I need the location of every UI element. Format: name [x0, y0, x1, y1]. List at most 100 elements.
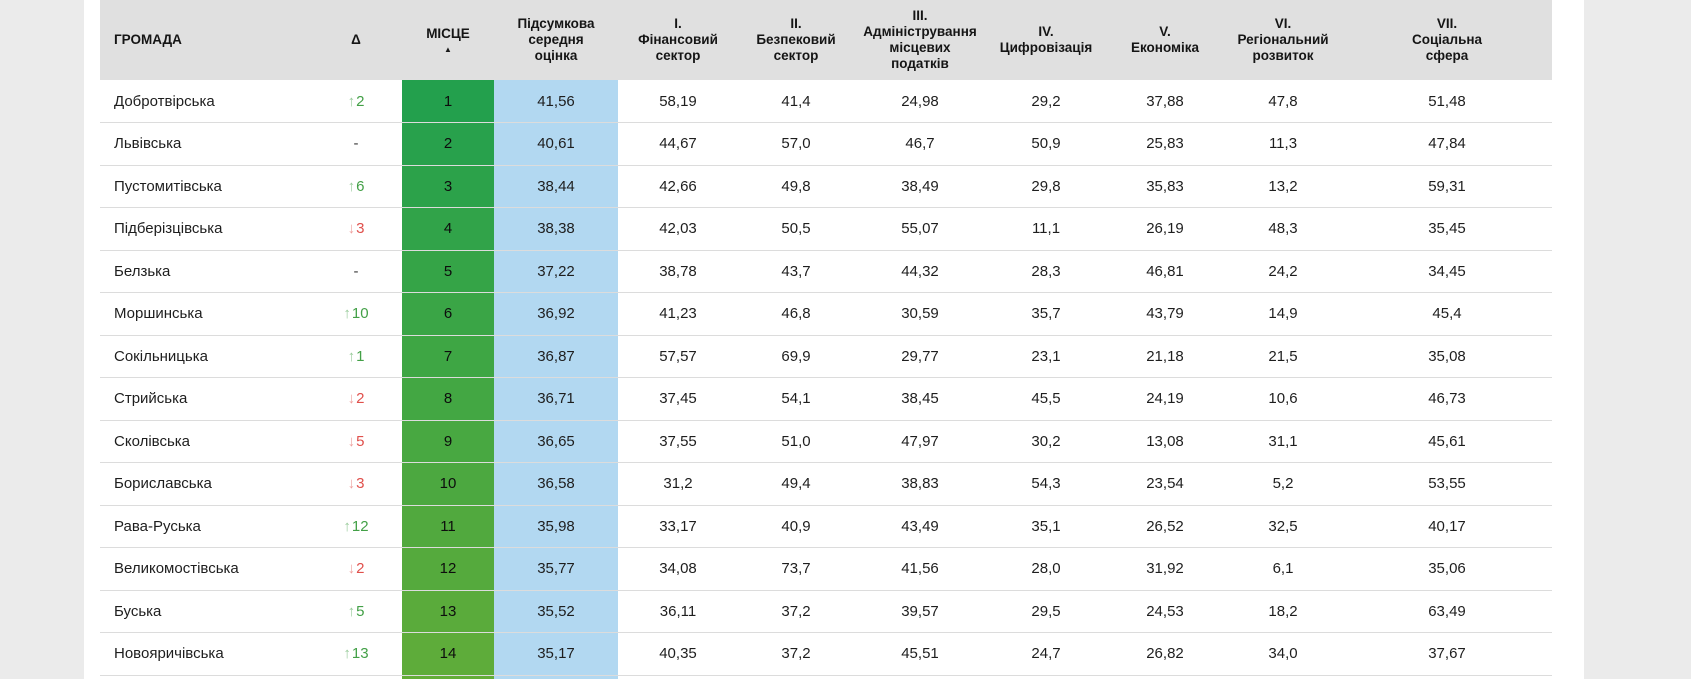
hromada-name-cell: Стрийська [100, 377, 310, 421]
sector-score-cell: 29,5 [986, 590, 1106, 633]
sector-score-cell: 37,2 [738, 590, 854, 633]
sector-score-cell: 57,57 [618, 335, 738, 378]
sector-score-cell: 30,59 [854, 292, 986, 336]
hromada-name-cell: Сокільницька [100, 335, 310, 378]
delta-up-arrow-icon: ↑ [347, 177, 356, 195]
table-card: ГРОМАДА Δ МІСЦЕ ▲ Підсумкова середня оцінка I… [84, 0, 1584, 679]
delta-cell: ↓5 [310, 420, 402, 463]
place-cell: 14 [402, 632, 494, 676]
column-header-label: МІСЦЕ [426, 26, 470, 41]
table-row: Пустомитівська ↑6 3 38,44 42,66 49,8 38,49 29,8… [100, 165, 1552, 208]
sector-score-cell: 37,2 [738, 632, 854, 676]
sector-score-cell: 73,7 [738, 547, 854, 591]
sector-score-cell: 37,55 [618, 420, 738, 463]
sector-score-cell: 46,8 [738, 292, 854, 336]
place-cell: 1 [402, 80, 494, 123]
sector-score-cell: 55,07 [854, 207, 986, 251]
delta-cell: ↓2 [310, 547, 402, 591]
delta-down-arrow-icon: ↓ [347, 560, 356, 578]
table-wrap: ГРОМАДА Δ МІСЦЕ ▲ Підсумкова середня оцінка I… [100, 0, 1552, 679]
table-row: Стрийська ↓2 8 36,71 37,45 54,1 38,45 45,5 24,19… [100, 377, 1552, 421]
place-cell: 12 [402, 547, 494, 591]
total-score-cell: 35,52 [494, 590, 618, 633]
column-header-total[interactable]: Підсумкова середня оцінка [494, 0, 618, 80]
partial-cell [738, 675, 854, 679]
sector-score-cell: 47,8 [1224, 80, 1342, 123]
sector-score-cell: 26,52 [1106, 505, 1224, 548]
sector-score-cell: 57,0 [738, 122, 854, 166]
column-header-delta[interactable]: Δ [310, 0, 402, 80]
sector-score-cell: 69,9 [738, 335, 854, 378]
sector-score-cell: 38,83 [854, 462, 986, 506]
partial-cell [1342, 675, 1552, 679]
sector-score-cell: 36,11 [618, 590, 738, 633]
table-row: Підберізцівська ↓3 4 38,38 42,03 50,5 55,07 11,… [100, 207, 1552, 251]
place-cell: 4 [402, 207, 494, 251]
delta-up-arrow-icon: ↑ [343, 305, 351, 323]
delta-value: 6 [356, 177, 365, 195]
sector-score-cell: 13,08 [1106, 420, 1224, 463]
sector-score-cell: 44,32 [854, 250, 986, 293]
delta-cell: ↑2 [310, 80, 402, 123]
partial-cell [854, 675, 986, 679]
delta-down-arrow-icon: ↓ [347, 390, 356, 408]
hromada-name-cell: Підберізцівська [100, 207, 310, 251]
sector-score-cell: 11,1 [986, 207, 1106, 251]
sector-score-cell: 38,45 [854, 377, 986, 421]
table-row: Сколівська ↓5 9 36,65 37,55 51,0 47,97 30,2 13,0… [100, 420, 1552, 463]
sector-score-cell: 50,5 [738, 207, 854, 251]
column-header-s6[interactable]: VI. Регіональний розвиток [1224, 0, 1342, 80]
sector-score-cell: 41,23 [618, 292, 738, 336]
hromada-name-cell: Добротвірська [100, 80, 310, 123]
sector-score-cell: 21,18 [1106, 335, 1224, 378]
total-score-cell: 36,87 [494, 335, 618, 378]
column-header-label: VII. Соціальна сфера [1411, 16, 1483, 63]
delta-up-arrow-icon: ↑ [347, 92, 356, 110]
hromada-name-cell: Львівська [100, 122, 310, 166]
column-header-place[interactable]: МІСЦЕ ▲ [402, 0, 494, 80]
sector-score-cell: 24,98 [854, 80, 986, 123]
delta-value: 2 [356, 390, 365, 408]
table-body: Добротвірська ↑2 1 41,56 58,19 41,4 24,98 29,2 3… [100, 80, 1552, 679]
column-header-s5[interactable]: V. Економіка [1106, 0, 1224, 80]
hromada-name-cell: Сколівська [100, 420, 310, 463]
column-header-s2[interactable]: II. Безпековий сектор [738, 0, 854, 80]
total-score-cell: 40,61 [494, 122, 618, 166]
sector-score-cell: 53,55 [1342, 462, 1552, 506]
sector-score-cell: 5,2 [1224, 462, 1342, 506]
delta-cell: ↑1 [310, 335, 402, 378]
column-header-label: II. Безпековий сектор [756, 16, 836, 63]
sector-score-cell: 45,61 [1342, 420, 1552, 463]
delta-up-arrow-icon: ↑ [347, 602, 356, 620]
sector-score-cell: 34,0 [1224, 632, 1342, 676]
column-header-s1[interactable]: I. Фінансовий сектор [618, 0, 738, 80]
column-header-s4[interactable]: IV. Цифровізація [986, 0, 1106, 80]
table-row: Львівська - 2 40,61 44,67 57,0 46,7 50,9 25,83 11… [100, 122, 1552, 166]
sector-score-cell: 34,08 [618, 547, 738, 591]
sector-score-cell: 29,2 [986, 80, 1106, 123]
total-score-cell: 37,22 [494, 250, 618, 293]
column-header-s7[interactable]: VII. Соціальна сфера [1342, 0, 1552, 80]
total-score-cell: 36,92 [494, 292, 618, 336]
total-score-cell: 35,98 [494, 505, 618, 548]
sector-score-cell: 28,3 [986, 250, 1106, 293]
sector-score-cell: 47,97 [854, 420, 986, 463]
sector-score-cell: 24,19 [1106, 377, 1224, 421]
sector-score-cell: 35,83 [1106, 165, 1224, 208]
place-cell: 5 [402, 250, 494, 293]
sector-score-cell: 54,3 [986, 462, 1106, 506]
sector-score-cell: 50,9 [986, 122, 1106, 166]
total-score-cell: 36,65 [494, 420, 618, 463]
column-header-s3[interactable]: III. Адміністрування місцевих податків [854, 0, 986, 80]
delta-value: 2 [356, 92, 365, 110]
sector-score-cell: 23,54 [1106, 462, 1224, 506]
sector-score-cell: 42,03 [618, 207, 738, 251]
total-score-cell: 38,38 [494, 207, 618, 251]
delta-down-arrow-icon: ↓ [347, 432, 356, 450]
sector-score-cell: 42,66 [618, 165, 738, 208]
sector-score-cell: 37,67 [1342, 632, 1552, 676]
sector-score-cell: 45,4 [1342, 292, 1552, 336]
sector-score-cell: 59,31 [1342, 165, 1552, 208]
column-header-name[interactable]: ГРОМАДА [100, 0, 310, 80]
sector-score-cell: 33,17 [618, 505, 738, 548]
